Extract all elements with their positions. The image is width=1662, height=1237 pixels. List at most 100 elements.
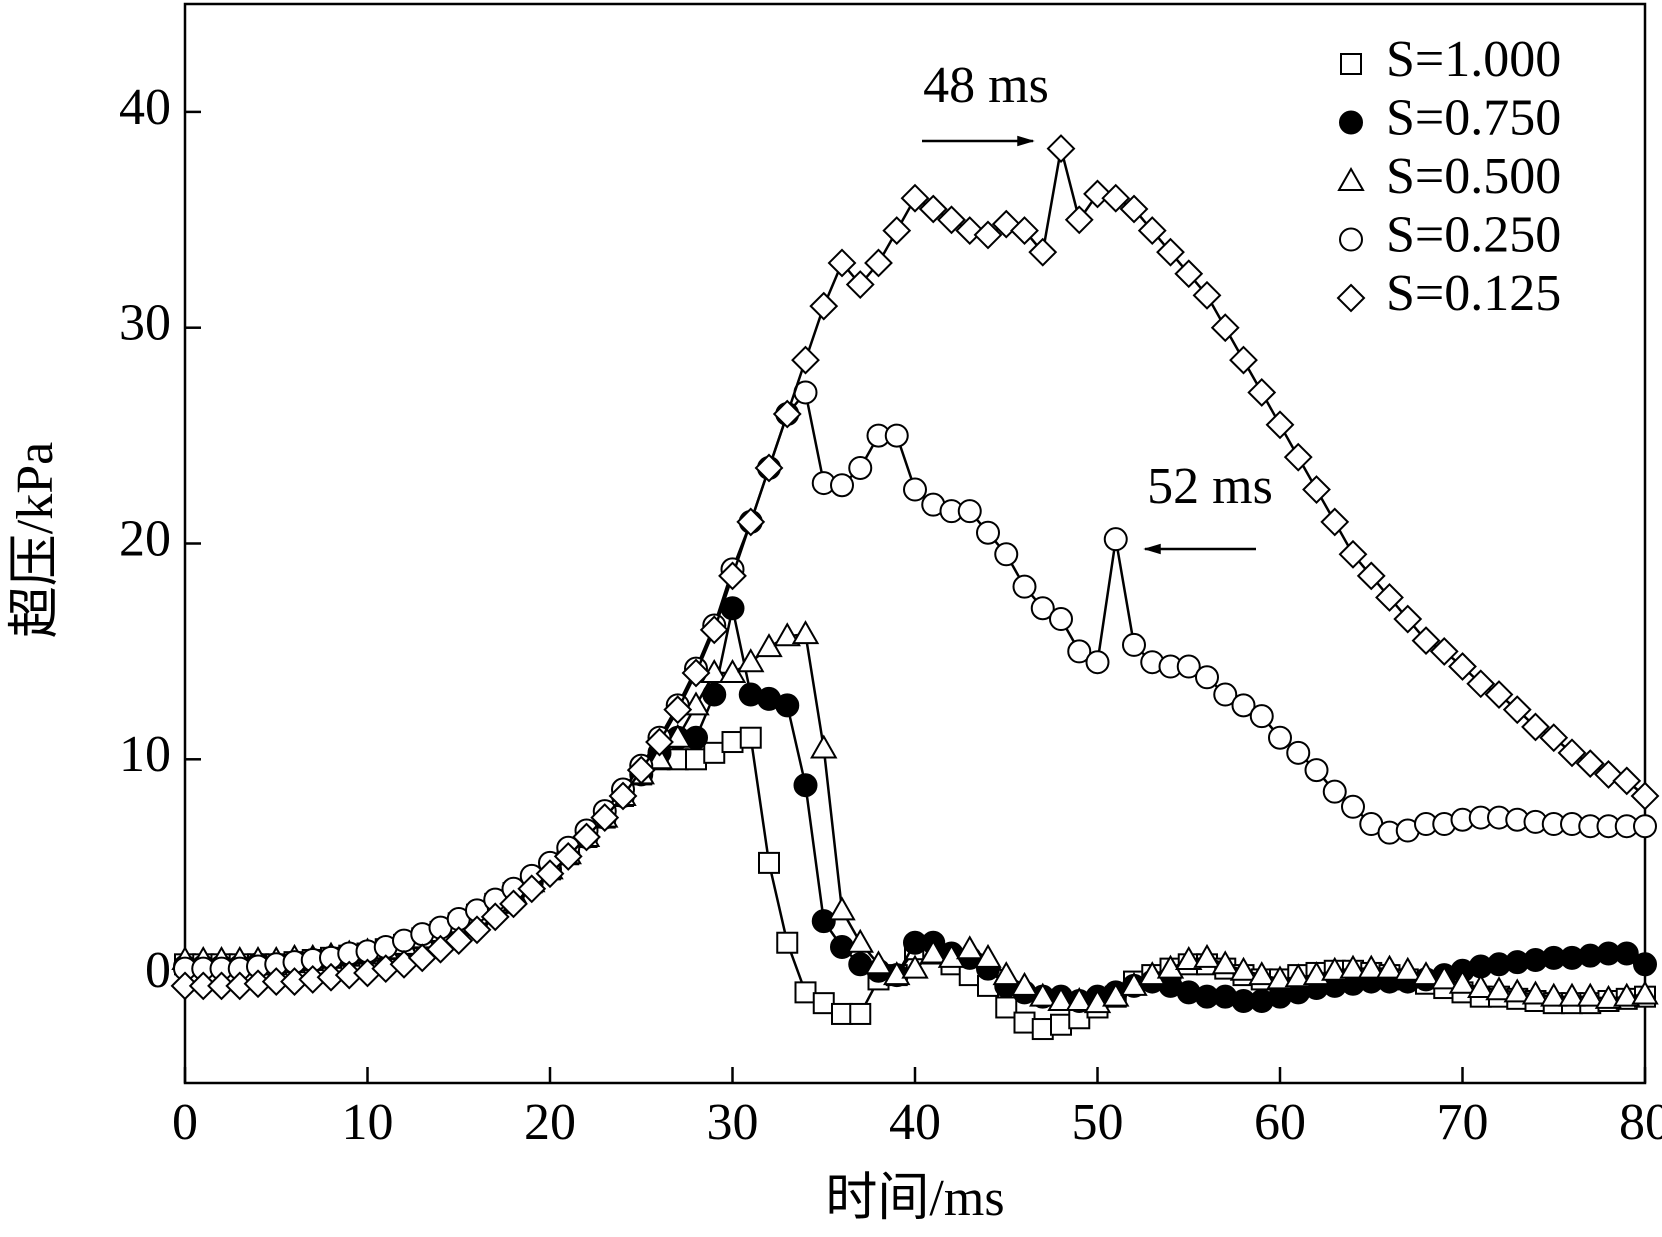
marker-circle — [1176, 654, 1201, 679]
y-axis-title: 超压/kPa — [7, 442, 64, 638]
marker-circle — [830, 935, 854, 960]
marker-circle — [1049, 607, 1073, 632]
marker-triangle — [1193, 943, 1221, 968]
marker-diamond — [1336, 283, 1366, 313]
marker-diamond — [827, 248, 857, 278]
marker-circle — [1339, 110, 1363, 135]
marker-diamond — [1575, 749, 1605, 779]
marker-diamond — [1393, 604, 1423, 634]
marker-diamond — [1612, 766, 1642, 796]
marker-circle — [793, 773, 818, 798]
marker-diamond — [1028, 237, 1058, 267]
marker-diamond — [699, 615, 729, 645]
marker-triangle — [974, 943, 1002, 968]
marker-diamond — [608, 781, 638, 811]
marker-diamond — [1210, 313, 1240, 343]
marker-triangle — [1065, 986, 1093, 1011]
marker-triangle — [1503, 978, 1531, 1003]
marker-diamond — [845, 270, 875, 299]
marker-triangle — [1248, 961, 1276, 986]
marker-circle — [1030, 596, 1055, 621]
marker-triangle — [864, 950, 893, 975]
marker-circle — [903, 477, 927, 502]
marker-circle — [1249, 704, 1274, 729]
marker-diamond — [517, 874, 547, 904]
x-tick-label: 30 — [707, 1094, 759, 1151]
marker-triangle — [1521, 980, 1550, 1005]
marker-diamond — [1375, 583, 1404, 612]
marker-triangle — [1029, 982, 1057, 1007]
marker-triangle — [1576, 982, 1604, 1007]
marker-square — [1050, 1013, 1072, 1036]
marker-diamond — [480, 902, 510, 932]
marker-circle — [775, 693, 800, 718]
marker-triangle — [1594, 984, 1623, 1009]
marker-diamond — [1265, 410, 1295, 440]
marker-circle — [1103, 527, 1128, 552]
y-tick-label: 20 — [119, 510, 171, 567]
marker-triangle — [1047, 986, 1075, 1011]
marker-triangle — [883, 961, 911, 986]
x-tick-label: 50 — [1072, 1094, 1124, 1151]
marker-circle — [830, 473, 854, 498]
x-tick-label: 10 — [342, 1094, 394, 1151]
marker-diamond — [1411, 626, 1441, 656]
marker-triangle — [828, 896, 856, 921]
marker-triangle — [937, 943, 966, 968]
marker-diamond — [663, 695, 693, 725]
marker-triangle — [1156, 954, 1185, 979]
marker-triangle — [901, 954, 929, 979]
annotation: 48 ms — [923, 57, 1049, 114]
marker-triangle — [956, 935, 984, 960]
marker-circle — [1195, 665, 1219, 690]
marker-triangle — [1175, 945, 1203, 970]
marker-triangle — [1467, 974, 1495, 999]
marker-diamond — [918, 194, 948, 224]
marker-triangle — [1321, 956, 1349, 981]
marker-circle — [1213, 682, 1238, 707]
marker-triangle — [1448, 969, 1477, 994]
series — [173, 380, 1657, 981]
marker-triangle — [1540, 982, 1568, 1007]
marker-triangle — [1357, 954, 1385, 979]
marker-triangle — [1558, 982, 1586, 1007]
marker-square — [1013, 1011, 1036, 1034]
marker-diamond — [791, 345, 820, 375]
y-tick-label: 0 — [145, 942, 171, 999]
marker-diamond — [882, 216, 912, 246]
marker-diamond — [1156, 237, 1185, 267]
marker-triangle — [1430, 965, 1458, 990]
marker-square — [1031, 1018, 1054, 1041]
marker-circle — [1341, 794, 1365, 819]
marker-triangle — [810, 734, 838, 759]
marker-diamond — [1302, 475, 1331, 504]
marker-triangle — [773, 622, 801, 647]
marker-diamond — [1046, 134, 1076, 164]
marker-square — [703, 741, 726, 764]
marker-circle — [1633, 814, 1657, 839]
marker-diamond — [937, 205, 966, 235]
marker-diamond — [572, 822, 601, 852]
marker-circle — [884, 423, 909, 448]
marker-diamond — [1229, 345, 1258, 375]
legend-label: S=0.125 — [1386, 265, 1561, 322]
marker-circle — [1067, 639, 1092, 664]
marker-diamond — [1247, 378, 1277, 407]
marker-square — [685, 748, 707, 771]
legend-label: S=1.000 — [1386, 31, 1561, 88]
marker-square — [812, 992, 835, 1015]
marker-square — [849, 1002, 872, 1025]
marker-square — [831, 1002, 853, 1025]
marker-circle — [1085, 650, 1110, 675]
marker-triangle — [791, 620, 820, 645]
marker-diamond — [1521, 712, 1550, 742]
marker-diamond — [754, 453, 784, 483]
marker-diamond — [973, 220, 1003, 250]
marker-triangle — [737, 648, 765, 673]
marker-diamond — [864, 248, 893, 278]
marker-diamond — [1338, 539, 1368, 569]
marker-square — [776, 931, 799, 954]
marker-diamond — [1101, 183, 1131, 213]
marker-diamond — [1448, 652, 1477, 681]
